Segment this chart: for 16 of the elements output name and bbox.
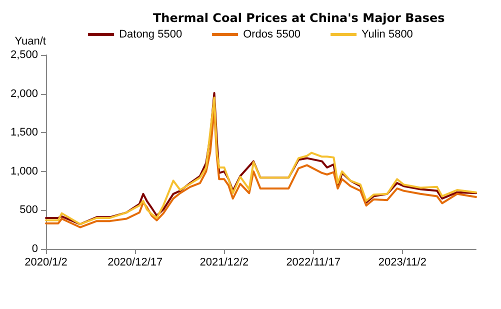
y-tick-label: 1,000 [10, 165, 38, 178]
y-tick-label: 2,000 [10, 88, 38, 100]
y-tick-label: 2,500 [10, 49, 38, 61]
legend-label: Ordos 5500 [243, 28, 301, 40]
legend-label: Datong 5500 [119, 28, 182, 40]
legend-label: Yulin 5800 [362, 28, 413, 40]
chart-title: Thermal Coal Prices at China's Major Bases [153, 11, 445, 25]
y-axis-title: Yuan/t [14, 36, 46, 48]
x-tick-label: 2020/1/2 [24, 256, 68, 268]
y-tick-label: 1,500 [10, 126, 38, 139]
x-tick-label: 2020/12/17 [108, 256, 163, 268]
x-tick-label: 2022/11/17 [286, 256, 340, 268]
y-tick-label: 500 [20, 204, 38, 216]
x-tick-label: 2023/11/2 [378, 256, 426, 268]
y-tick-label: 0 [32, 243, 38, 255]
x-tick-label: 2021/12/2 [200, 256, 249, 268]
